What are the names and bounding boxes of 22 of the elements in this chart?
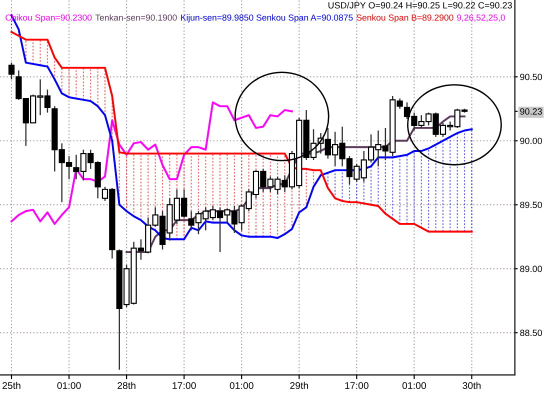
- text: Senkou Span B=89.2900: [356, 14, 454, 22]
- x-tick-label: 29th: [290, 382, 308, 390]
- x-tick-label: 17:00: [345, 382, 368, 390]
- chart-title: USD/JPY O=90.24 H=90.25 L=90.22 C=90.23: [328, 2, 512, 9]
- x-tick-label: 01:00: [230, 382, 254, 390]
- x-tick-label: 28th: [118, 382, 136, 390]
- x-tick-label: 17:00: [172, 382, 196, 390]
- x-tick-label: 01:00: [402, 382, 426, 390]
- x-tick-label: 01:00: [57, 382, 81, 390]
- y-tick-label: 90.50: [520, 74, 542, 80]
- y-tick-label: 89.00: [520, 266, 542, 272]
- text: Kijun-sen=89.9850 Senkou Span A=90.0875: [181, 14, 353, 22]
- candlestick: [8, 62, 15, 80]
- text: 9,26,52,25,0: [457, 14, 505, 22]
- y-tick-label: 90.00: [520, 138, 542, 144]
- y-tick-label: 90.23: [520, 108, 542, 115]
- x-tick-label: 30th: [462, 382, 481, 390]
- y-tick-label: 88.50: [520, 330, 542, 336]
- line-series: [10, 101, 293, 225]
- y-tick-label: 89.50: [520, 202, 542, 208]
- text: Tenkan-sen=90.1900: [95, 14, 177, 21]
- x-tick-label: 25th: [2, 382, 20, 390]
